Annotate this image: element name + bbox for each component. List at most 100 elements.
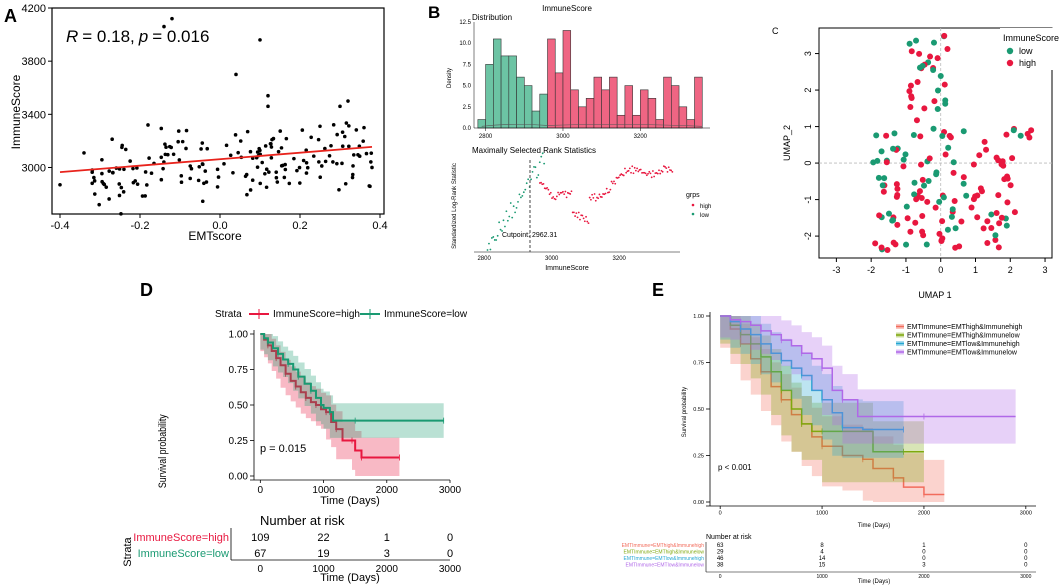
panel-b-maxstat-point-low [541,152,544,155]
panel-b-maxstat-point-low [533,165,535,168]
panel-c-point-high [984,218,991,225]
panel-e-risk-title: Number at risk [706,534,752,541]
panel-a-point [248,149,253,154]
panel-b-hist-bar-high [601,89,610,129]
panel-a-regression-line [59,145,373,174]
panel-c-point-high [880,188,887,195]
panel-b-maxstat-point-high [585,215,587,218]
panel-a-point [263,144,268,148]
panel-b-maxstat-point-low [509,202,512,204]
panel-a-point [131,180,136,185]
panel-b-maxstat-point-low [518,193,521,196]
panel-c-point-low [949,206,956,213]
panel-a-ticks: -0.4 -0.2 0.0 0.2 0.4 3000 3400 3800 4200 [22,3,388,232]
panel-a-point [143,194,147,198]
panel-b-maxstat-point-high [588,196,591,199]
panel-b-maxstat-point-high [636,167,639,170]
panel-a-point [128,159,132,163]
panel-a-point [276,149,281,154]
panel-c-xtick-label: -2 [867,265,875,275]
panel-a-point [340,144,345,149]
annotation-p: p [138,27,148,46]
panel-a-point [176,139,180,144]
panel-d-xtick-label: 3000 [439,485,462,496]
panel-b-maxstat-point-low [531,170,534,173]
panel-e-km-curve [720,315,1016,418]
panel-a-point [224,143,229,148]
panel-a-point [215,167,220,172]
panel-c-point-low [937,72,944,79]
panel-c-point-low [906,40,913,47]
panel-b-maxstat-point-high [600,196,603,198]
panel-e-legend-label: EMTImmune=EMThigh&Immunelow [907,333,1021,340]
panel-e-legend-label: EMTImmune=EMThigh&Immunehigh [907,324,1022,331]
panel-c-xtick-label: -3 [832,265,840,275]
panel-e-risk-cell: 0 [1024,550,1028,556]
panel-c-point-high [968,204,975,211]
panel-b-maxstat-point-high [667,166,670,169]
panel-a-point [149,171,154,176]
panel-b-hist-bar-high [585,98,595,129]
panel-a-point [267,170,271,174]
panel-c-legend-high: high [1019,58,1036,68]
panel-c-point-low [992,232,999,239]
panel-a-point [260,160,265,165]
panel-c-point-high [1004,175,1011,182]
panel-c-point-low [988,211,995,218]
panel-d-risk-row-label: ImmuneScore=low [138,548,229,560]
panel-c-ytick-label: -2 [803,232,813,240]
panel-a-point [135,166,139,170]
panel-a-point [298,181,302,185]
panel-b-maxstat-point-high [622,174,625,177]
panel-a-point [104,185,109,189]
panel-e-risk-cell: 8 [820,543,824,549]
panel-a-point [367,184,372,188]
panel-e-xtick-label: 2000 [918,511,930,517]
panel-c-ytick-label: -1 [803,196,813,204]
panel-a-point [200,141,205,145]
panel-d-risk-xtick-label: 0 [258,564,264,575]
panel-c-ytick-label: 1 [803,124,813,129]
panel-b-maxstat-point-low [511,216,514,219]
panel-b-maxstat-point-high [627,169,630,172]
panel-b-maxstat-point-high [645,174,648,177]
panel-a-point [170,16,174,21]
panel-d-risk-cell: 19 [317,548,329,560]
panel-b-maxstat-point-low [524,188,527,191]
panel-b-hist-bar-low [508,55,517,129]
panel-b-maxstat-point-high [549,191,552,194]
panel-a-point [111,170,115,175]
panel-d-strata-label: Strata [122,536,134,566]
panel-c-point-low [891,130,898,137]
panel-d-km-curve [260,333,400,459]
panel-a-ytick-label: 3000 [22,162,46,174]
panel-a-point [331,123,336,127]
panel-d-xlabel: Time (Days) [320,495,379,507]
panel-c-point-high [944,46,951,53]
panel-c-point-high [983,146,990,153]
panel-a-point [121,190,126,194]
panel-c-point-low [942,100,949,107]
panel-e-risk-xtick-label: 3000 [1020,574,1031,580]
panel-e-ytick-label: 0.50 [693,407,704,413]
panel-a-point [329,143,333,148]
panel-e-risk-cell: 29 [717,550,724,556]
panel-a-point [287,181,292,186]
panel-b-maxstat-point-high [664,166,666,168]
panel-a-xlabel: EMTscore [188,229,242,243]
panel-e-risk-row-label: EMTImmune=EMThigh&Immunehigh [622,543,705,549]
panel-b-maxstat-point-low [488,242,490,245]
panel-c-point-high [995,244,1002,251]
panel-c-point-high [884,247,891,254]
panel-d-risk-cell: 1 [384,532,390,544]
panel-c-point-low [873,132,880,139]
panel-c-point-low [902,151,909,158]
panel-b-maxstat-xtick-label: 3000 [545,256,559,262]
panel-c-point-high [941,32,948,39]
panel-c-point-high [950,169,957,176]
panel-c-legend-high-marker [1006,59,1014,67]
panel-a-point [117,193,122,198]
panel-c-point-low [936,198,943,205]
panel-a-point [97,202,101,207]
